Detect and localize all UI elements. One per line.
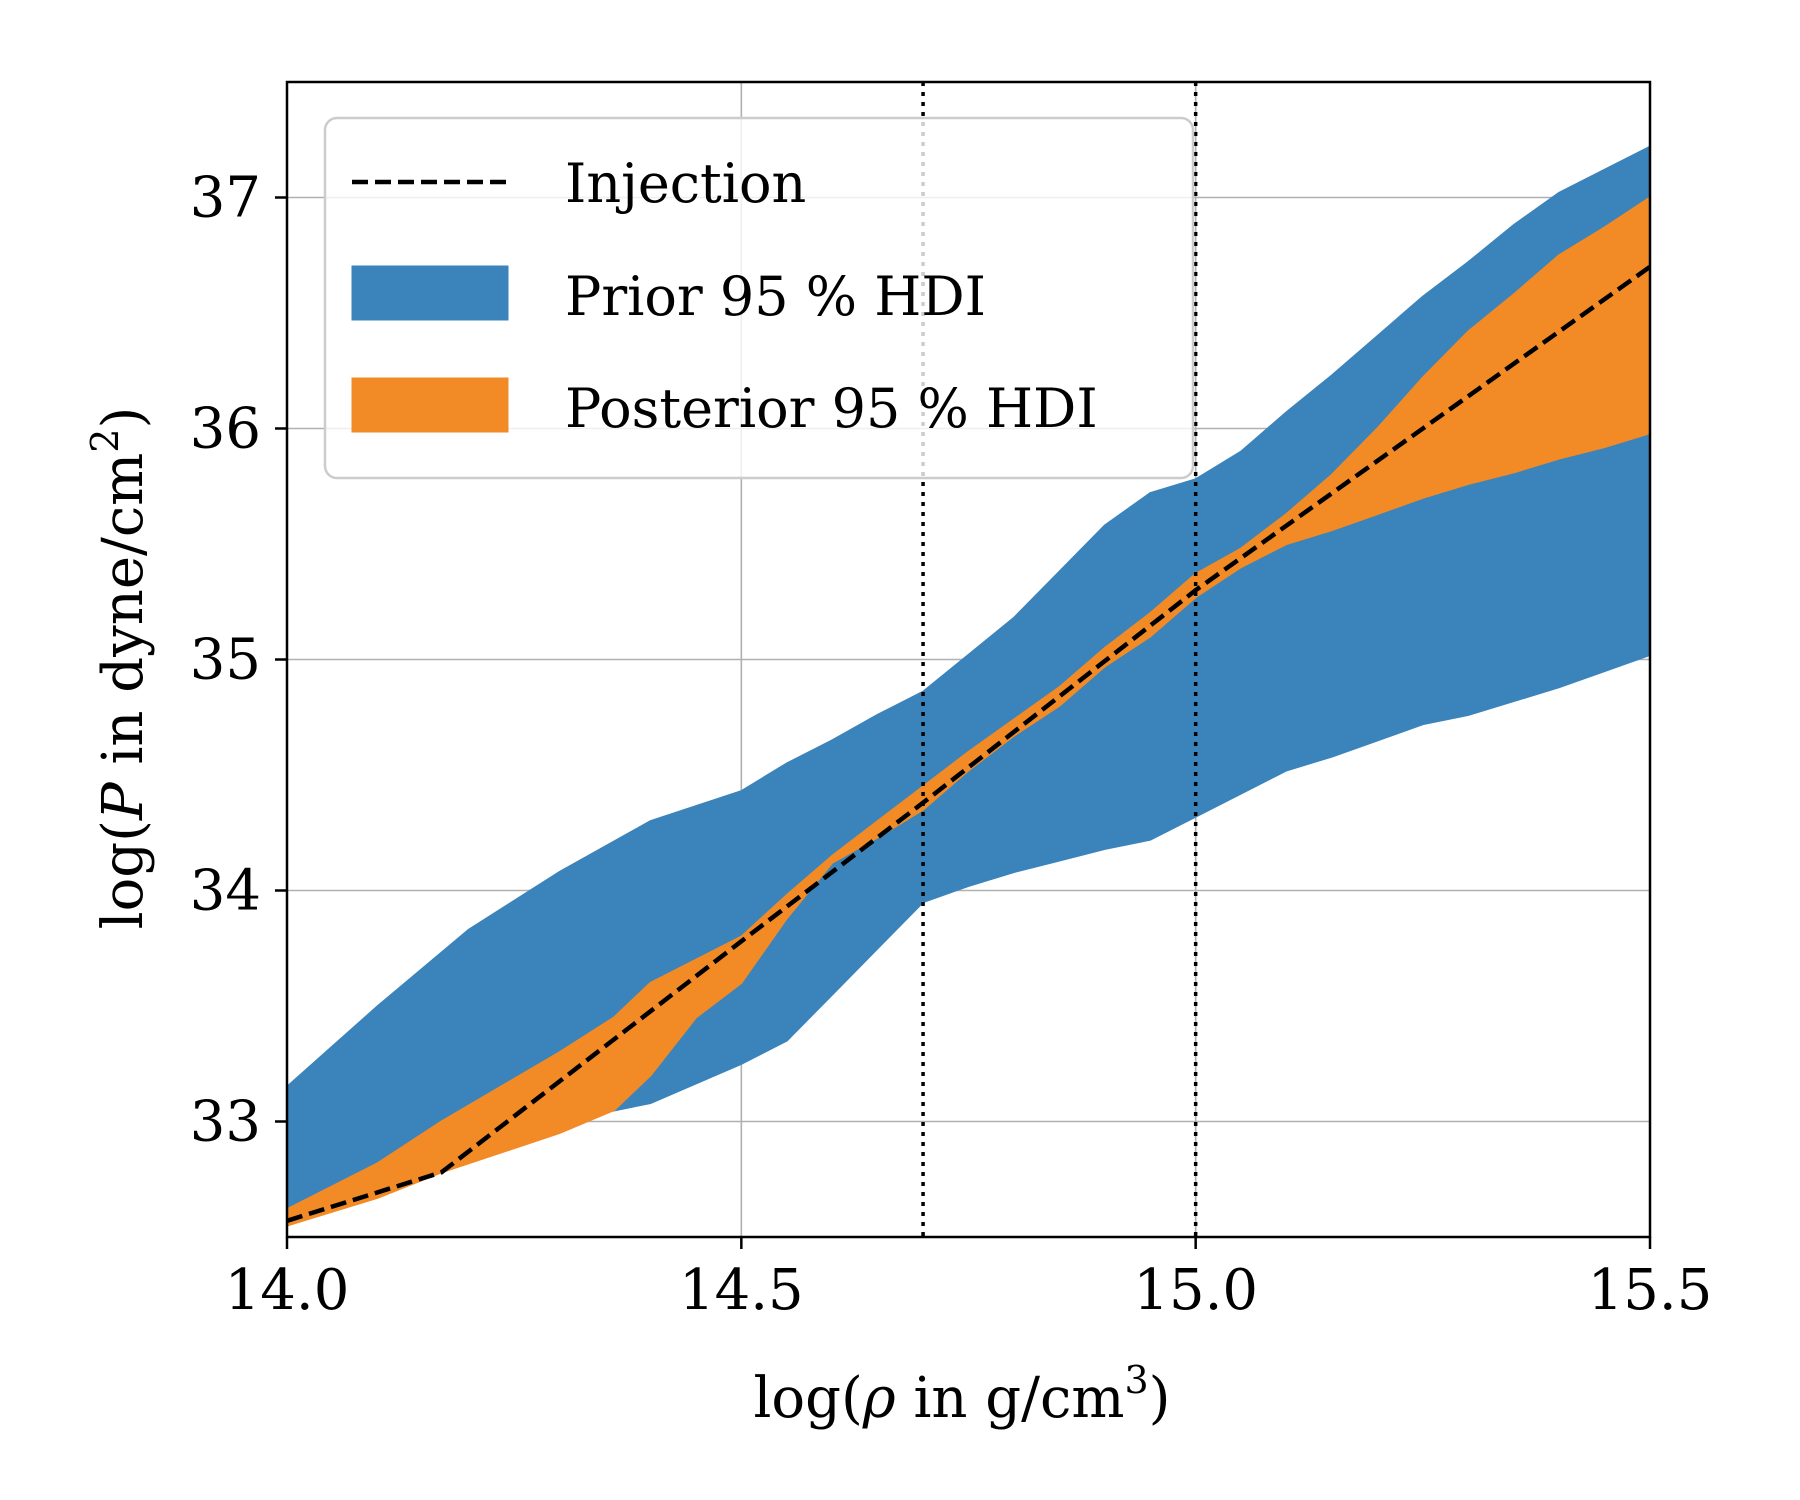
legend-prior-label: Prior 95 % HDI: [565, 265, 986, 328]
x-tick-label-0: 14.0: [225, 1258, 350, 1323]
x-axis-label-prefix: log(: [753, 1366, 862, 1431]
x-axis-label-sup: 3: [1124, 1358, 1148, 1402]
legend-posterior-label: Posterior 95 % HDI: [565, 377, 1098, 440]
legend-injection-label: Injection: [565, 152, 806, 215]
y-tick-label-1: 34: [190, 859, 261, 924]
y-axis-label-suffix: ): [91, 407, 156, 429]
y-tick-label-2: 35: [190, 628, 261, 693]
y-tick-label-4: 37: [190, 166, 261, 231]
x-tick-label-2: 15.0: [1133, 1258, 1258, 1323]
legend-prior-swatch: [351, 265, 509, 321]
y-ticks: 33 34 35 36 37: [190, 166, 287, 1155]
x-axis-label: log(ρ in g/cm3): [753, 1358, 1170, 1431]
x-axis-label-symbol: ρ: [862, 1366, 896, 1431]
x-axis-label-mid: in g/cm: [896, 1366, 1125, 1431]
y-tick-label-0: 33: [190, 1090, 261, 1155]
legend-box: [323, 116, 1195, 480]
y-axis-label-sup: 2: [83, 429, 127, 453]
y-axis-label: log(P in dyne/cm2): [83, 407, 156, 930]
x-axis-label-suffix: ): [1149, 1366, 1171, 1431]
injection-line: [286, 264, 1652, 1223]
y-axis-label-mid: in dyne/cm: [91, 453, 156, 783]
y-axis-label-symbol: P: [91, 781, 156, 821]
y-tick-label-3: 36: [190, 397, 261, 462]
x-ticks: 14.0 14.5 15.0 15.5: [225, 1237, 1713, 1323]
x-tick-label-1: 14.5: [679, 1258, 804, 1323]
y-axis-label-prefix: log(: [91, 820, 156, 929]
legend: Injection Prior 95 % HDI Posterior 95 % …: [323, 116, 1195, 480]
injection-layer: [286, 264, 1652, 1223]
legend-posterior-swatch: [351, 377, 509, 433]
x-tick-label-3: 15.5: [1588, 1258, 1713, 1323]
